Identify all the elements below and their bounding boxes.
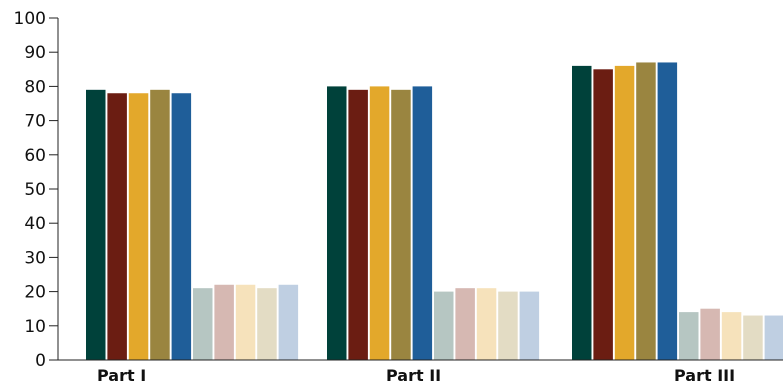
bar <box>369 86 390 361</box>
bar <box>348 89 368 360</box>
bar <box>498 291 518 360</box>
x-category-label: Part II <box>386 366 441 383</box>
x-category-label: Part I <box>97 366 146 383</box>
y-tick-label: 70 <box>24 112 46 132</box>
bar <box>519 291 540 360</box>
bar <box>636 62 656 361</box>
bar <box>679 312 699 360</box>
bar <box>657 62 678 361</box>
bar <box>107 93 127 361</box>
x-category-label: Part III <box>674 366 735 383</box>
bar <box>412 86 433 361</box>
y-tick-label: 0 <box>35 351 46 371</box>
y-tick-label: 80 <box>24 77 46 97</box>
y-tick-label: 10 <box>24 317 46 337</box>
bar <box>391 89 411 360</box>
bar <box>572 65 592 360</box>
bar <box>235 284 256 360</box>
y-tick-label: 50 <box>24 180 46 200</box>
y-tick-label: 20 <box>24 283 46 303</box>
x-axis-labels: Part I Part II Part III <box>97 366 735 383</box>
bar <box>128 93 149 361</box>
y-tick-label: 30 <box>24 248 46 268</box>
bar <box>257 288 277 360</box>
y-tick-label: 90 <box>24 43 46 63</box>
bar <box>193 288 213 360</box>
bar <box>150 89 170 360</box>
bar <box>455 288 475 360</box>
bar <box>764 315 783 360</box>
bar <box>171 93 192 361</box>
bar <box>278 284 299 360</box>
y-tick-label: 60 <box>24 146 46 166</box>
bar <box>743 315 763 360</box>
y-axis: 0 10 20 30 40 50 60 70 80 90 100 <box>14 9 58 371</box>
bar <box>593 69 613 361</box>
bar <box>327 86 347 361</box>
bar <box>614 65 635 360</box>
bars <box>86 62 783 361</box>
bar <box>214 284 234 360</box>
bar <box>700 308 720 360</box>
bar <box>86 89 106 360</box>
y-tick-label: 40 <box>24 214 46 234</box>
bar <box>434 291 454 360</box>
bar <box>476 288 497 360</box>
y-tick-label: 100 <box>14 9 46 29</box>
bar <box>721 312 742 360</box>
